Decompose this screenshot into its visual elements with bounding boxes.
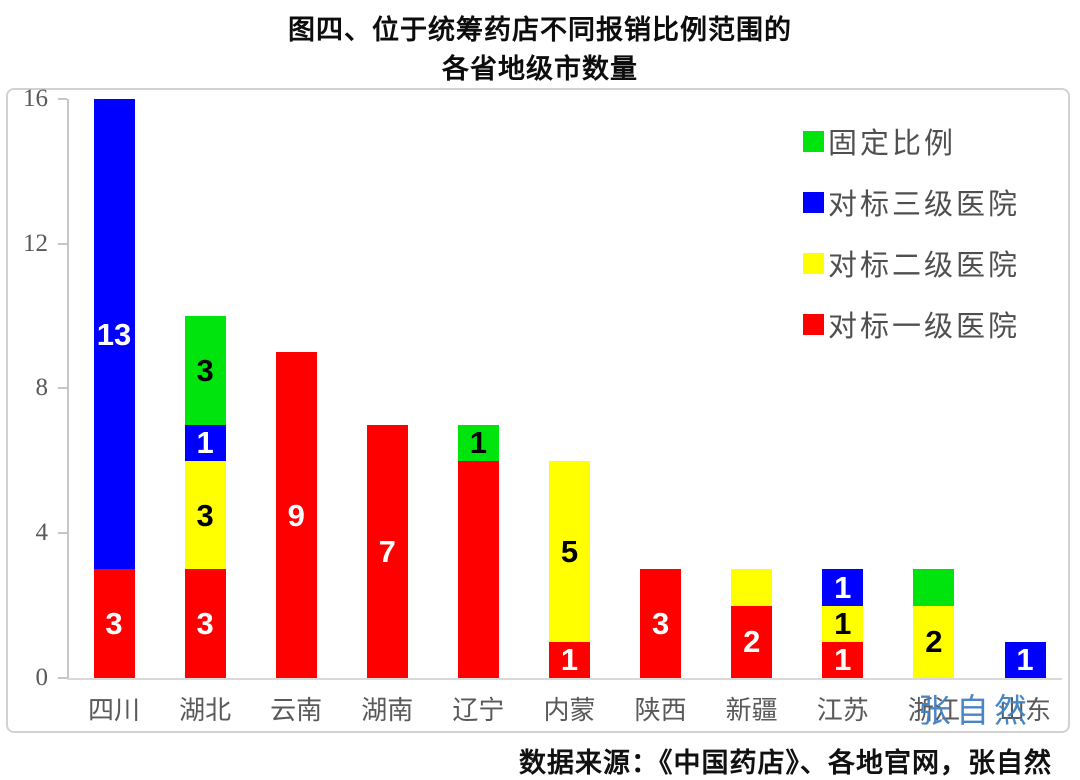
bar-value-label: 3 xyxy=(196,606,214,642)
bar-value-label: 1 xyxy=(834,570,852,606)
x-axis-line xyxy=(67,678,1062,680)
bar-value-label: 3 xyxy=(651,606,670,642)
x-axis-category-label: 山东 xyxy=(998,696,1051,725)
legend-swatch-red xyxy=(802,313,824,335)
bar-segment-green: 3 xyxy=(184,316,226,425)
data-source-note: 数据来源：《中国药店》、各地官网，张自然 xyxy=(519,748,1052,778)
bar-segment-red xyxy=(457,460,499,678)
bar-segment-yellow: 5 xyxy=(549,460,590,642)
x-axis-category-label: 四川 xyxy=(87,696,140,725)
bar-segment-green: 1 xyxy=(457,424,499,461)
bar-segment-yellow xyxy=(731,569,773,606)
bar-value-label: 1 xyxy=(196,425,214,461)
legend-label: 对标三级医院 xyxy=(827,189,1020,221)
legend-label: 对标二级医院 xyxy=(827,250,1020,282)
bar-value-label: 3 xyxy=(196,497,214,533)
bar-value-label: 5 xyxy=(560,533,579,569)
y-axis-tick-label: 8 xyxy=(35,374,49,402)
bar-value-label: 1 xyxy=(1016,642,1034,678)
bar-segment-red: 7 xyxy=(366,424,408,678)
bar-segment-green xyxy=(913,569,955,606)
bar-segment-yellow: 3 xyxy=(184,460,226,570)
watermark-text: 张自然 xyxy=(918,694,1032,730)
x-axis-category-label: 辽宁 xyxy=(452,696,505,725)
bar-segment-red: 2 xyxy=(731,605,773,678)
y-axis-tick xyxy=(58,387,67,390)
y-axis-tick xyxy=(58,242,67,245)
plot-area: 0 4 8 12 16 3 13 四川 3 3 1 3 湖北 9 云南 7 湖南 1 辽宁 1 5 内蒙 3 陕西 2 新疆 1 1 1… xyxy=(6,84,1070,733)
chart-title-line2: 各省地级市数量 xyxy=(442,54,638,84)
x-axis-category-label: 浙江 xyxy=(907,696,960,725)
x-axis-category-label: 内蒙 xyxy=(543,696,596,725)
legend-item: 对标三级医院 xyxy=(802,181,1020,223)
y-axis-tick xyxy=(58,97,67,100)
x-axis-category-label: 湖南 xyxy=(361,696,414,725)
legend-swatch-yellow xyxy=(802,252,824,274)
x-axis-category-label: 湖北 xyxy=(179,696,232,725)
bar-segment-red: 1 xyxy=(549,641,590,678)
bar-value-label: 2 xyxy=(925,624,943,660)
bar-segment-red: 3 xyxy=(184,569,226,678)
legend-label: 对标一级医院 xyxy=(827,311,1020,343)
bar-value-label: 1 xyxy=(834,606,852,642)
legend-item: 固定比例 xyxy=(802,120,1020,162)
bar-value-label: 13 xyxy=(96,316,132,352)
legend-label: 固定比例 xyxy=(827,128,956,160)
bar-segment-red: 1 xyxy=(822,641,864,678)
x-axis-category-label: 云南 xyxy=(270,696,323,725)
legend-item: 对标一级医院 xyxy=(802,303,1020,345)
bar-segment-blue: 1 xyxy=(184,424,226,461)
bar-segment-blue: 13 xyxy=(93,98,135,570)
bar-value-label: 3 xyxy=(196,352,214,388)
x-axis-category-label: 陕西 xyxy=(634,696,687,725)
bar-segment-blue: 1 xyxy=(822,569,864,606)
x-axis-category-label: 新疆 xyxy=(725,696,778,725)
y-axis-tick-label: 4 xyxy=(35,519,49,547)
x-axis-category-label: 江苏 xyxy=(816,696,869,725)
y-axis-tick-label: 12 xyxy=(23,229,48,257)
y-axis-tick xyxy=(58,532,67,535)
bar-segment-blue: 1 xyxy=(1004,641,1046,678)
bar-value-label: 1 xyxy=(469,425,488,461)
bar-segment-red: 3 xyxy=(640,569,682,678)
bar-segment-red: 9 xyxy=(275,352,317,678)
chart-legend: 固定比例对标三级医院 对标二级医院 对标一级医院 xyxy=(802,120,1020,345)
bar-value-label: 9 xyxy=(287,497,305,533)
y-axis-line xyxy=(67,98,69,678)
y-axis-tick-label: 0 xyxy=(35,664,49,691)
bar-segment-yellow: 1 xyxy=(822,605,864,642)
bar-value-label: 2 xyxy=(743,624,761,660)
legend-swatch-blue xyxy=(802,191,824,213)
bar-value-label: 7 xyxy=(378,533,396,569)
bar-segment-red: 3 xyxy=(93,569,135,678)
bar-value-label: 1 xyxy=(560,642,579,678)
bar-segment-yellow: 2 xyxy=(913,605,955,678)
y-axis-tick-label: 16 xyxy=(23,84,48,112)
chart-title-line1: 图四、位于统筹药店不同报销比例范围的 xyxy=(288,15,792,45)
bar-value-label: 3 xyxy=(105,606,123,642)
legend-swatch-green xyxy=(802,130,824,152)
y-axis-tick xyxy=(58,677,67,679)
bar-value-label: 1 xyxy=(834,642,852,678)
legend-item: 对标二级医院 xyxy=(802,242,1020,284)
